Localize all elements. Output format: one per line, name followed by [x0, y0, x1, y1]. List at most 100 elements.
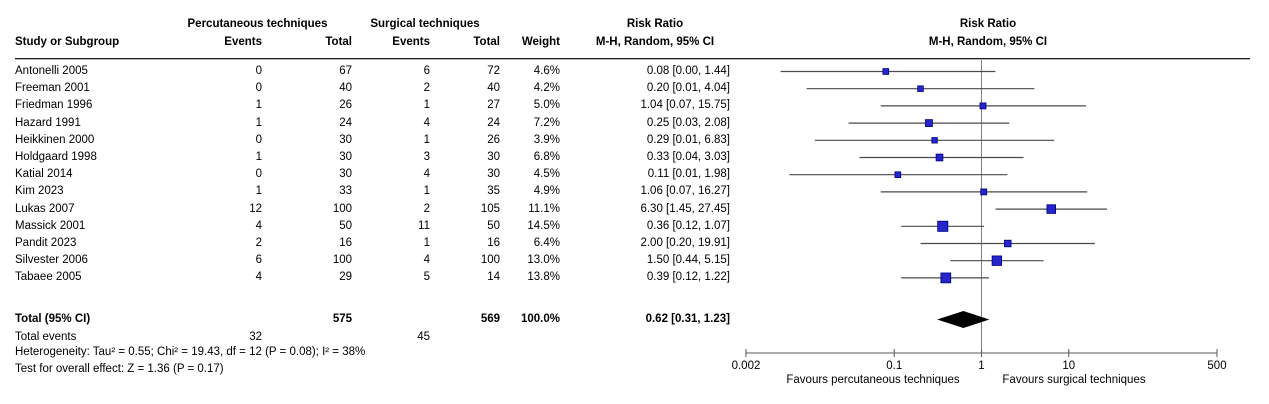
column-header-weight: Weight [521, 36, 560, 48]
total-surgical-cell: 30 [487, 168, 500, 181]
summary-diamond [937, 311, 990, 328]
study-name: Heikkinen 2000 [15, 133, 95, 146]
effect-marker [925, 119, 933, 127]
heterogeneity-stats: Heterogeneity: Tau² = 0.55; Chi² = 19.43… [15, 346, 366, 358]
events-surgical-cell: 11 [418, 219, 430, 232]
events-surgical-cell: 1 [423, 185, 430, 198]
effect-marker [894, 171, 902, 178]
events-percutaneous-cell: 0 [255, 65, 262, 77]
weight-cell: 6.4% [533, 237, 560, 249]
table-row: Friedman 1996 1 26 1 27 5.0% 1.04 [0.07, 15.75… [0, 97, 760, 114]
total-percutaneous-cell: 40 [339, 82, 352, 95]
table-row: Silvester 2006 6 100 4 100 13.0% 1.50 [0.44, 5… [0, 252, 760, 269]
total-percutaneous-cell: 30 [339, 151, 352, 163]
total-label: Total (95% CI) [15, 313, 91, 325]
effect-marker [940, 272, 952, 284]
table-row: Hazard 1991 1 24 4 24 7.2% 0.25 [0.03, 2.08] [0, 115, 760, 132]
table-row: Massick 2001 4 50 11 50 14.5% 0.36 [0.12, 1.07… [0, 218, 760, 235]
events-surgical-cell: 4 [423, 254, 430, 267]
risk-ratio-cell: 0.39 [0.12, 1.22] [646, 271, 730, 284]
axis-tick-label: 500 [1207, 360, 1226, 372]
events-surgical-cell: 2 [423, 202, 430, 215]
total-percutaneous-cell: 100 [332, 202, 352, 215]
study-name: Massick 2001 [15, 219, 86, 232]
risk-ratio-cell: 0.11 [0.01, 1.98] [647, 168, 730, 181]
axis-tick-label: 10 [1062, 360, 1075, 372]
events-surgical-cell: 2 [423, 82, 430, 95]
events-percutaneous-cell: 4 [255, 271, 262, 284]
events-percutaneous-cell: 1 [255, 185, 262, 198]
table-row: Pandit 2023 2 16 1 16 6.4% 2.00 [0.20, 19.91] [0, 235, 760, 252]
total-weight: 100.0% [520, 313, 560, 325]
events-surgical-cell: 5 [423, 271, 430, 284]
total-surgical-cell: 40 [487, 82, 500, 95]
effect-marker [979, 102, 987, 110]
effect-marker [1004, 239, 1012, 248]
column-group-surgical: Surgical techniques [370, 18, 480, 30]
effect-marker [931, 137, 938, 144]
total-surgical-cell: 35 [487, 185, 500, 198]
table-row: Lukas 2007 12 100 2 105 11.1% 6.30 [1.45, 27.4… [0, 201, 760, 218]
total-percutaneous-cell: 24 [339, 116, 352, 129]
weight-cell: 4.9% [533, 185, 560, 198]
risk-ratio-cell: 0.08 [0.00, 1.44] [646, 65, 730, 77]
study-name: Holdgaard 1998 [15, 151, 97, 163]
events-surgical-cell: 1 [423, 237, 430, 249]
total-events-percutaneous: 32 [249, 331, 262, 343]
column-header-method-values: M-H, Random, 95% CI [595, 36, 715, 48]
study-name: Kim 2023 [15, 185, 64, 198]
risk-ratio-cell: 0.25 [0.03, 2.08] [646, 116, 730, 129]
axis-tick-label: 0.002 [732, 360, 761, 372]
study-name: Antonelli 2005 [15, 65, 88, 77]
table-row: Holdgaard 1998 1 30 3 30 6.8% 0.33 [0.04, 3.03… [0, 149, 760, 166]
axis-tick-label: 1 [978, 360, 984, 372]
column-header-total-surgical: Total [473, 36, 500, 48]
events-percutaneous-cell: 2 [255, 237, 262, 249]
events-percutaneous-cell: 12 [249, 202, 262, 215]
table-row: Katial 2014 0 30 4 30 4.5% 0.11 [0.01, 1.98] [0, 166, 760, 183]
total-surgical-cell: 100 [480, 254, 500, 267]
risk-ratio-cell: 1.04 [0.07, 15.75] [640, 99, 730, 112]
events-surgical-cell: 4 [423, 116, 430, 129]
effect-marker [935, 153, 944, 162]
risk-ratio-cell: 0.20 [0.01, 4.04] [646, 82, 730, 95]
weight-cell: 3.9% [533, 133, 560, 146]
events-surgical-cell: 3 [423, 151, 430, 163]
events-percutaneous-cell: 0 [255, 168, 262, 181]
effect-marker [882, 68, 890, 75]
risk-ratio-cell: 0.29 [0.01, 6.83] [646, 133, 730, 146]
total-percutaneous-cell: 33 [339, 185, 352, 198]
total-percutaneous-cell: 30 [339, 168, 352, 181]
table-row: Kim 2023 1 33 1 35 4.9% 1.06 [0.07, 16.27] [0, 183, 760, 200]
weight-cell: 14.5% [527, 219, 560, 232]
total-n-percutaneous: 575 [332, 313, 352, 325]
study-name: Tabaee 2005 [15, 271, 82, 284]
weight-cell: 4.6% [533, 65, 560, 77]
events-percutaneous-cell: 4 [255, 219, 262, 232]
total-surgical-cell: 24 [487, 116, 500, 129]
events-percutaneous-cell: 1 [255, 116, 262, 129]
events-surgical-cell: 4 [423, 168, 430, 181]
total-percutaneous-cell: 50 [339, 219, 352, 232]
study-name: Friedman 1996 [15, 99, 93, 112]
weight-cell: 5.0% [533, 99, 560, 112]
axis-tick-label: 0.1 [886, 360, 902, 372]
events-percutaneous-cell: 1 [255, 151, 262, 163]
effect-marker [917, 85, 924, 92]
total-surgical-cell: 14 [487, 271, 500, 284]
study-name: Silvester 2006 [15, 254, 88, 267]
total-surgical-cell: 105 [480, 202, 500, 215]
total-risk-ratio: 0.62 [0.31, 1.23] [645, 313, 730, 325]
events-percutaneous-cell: 6 [255, 254, 262, 267]
events-percutaneous-cell: 0 [255, 133, 262, 146]
total-surgical-cell: 72 [487, 65, 500, 77]
weight-cell: 4.2% [533, 82, 560, 95]
weight-cell: 6.8% [533, 151, 560, 163]
total-percutaneous-cell: 26 [339, 99, 352, 112]
axis-label-favours-percutaneous: Favours percutaneous techniques [786, 374, 960, 386]
total-surgical-cell: 50 [487, 219, 500, 232]
effect-marker [991, 255, 1003, 266]
weight-cell: 13.0% [527, 254, 560, 267]
total-percutaneous-cell: 67 [339, 65, 352, 77]
